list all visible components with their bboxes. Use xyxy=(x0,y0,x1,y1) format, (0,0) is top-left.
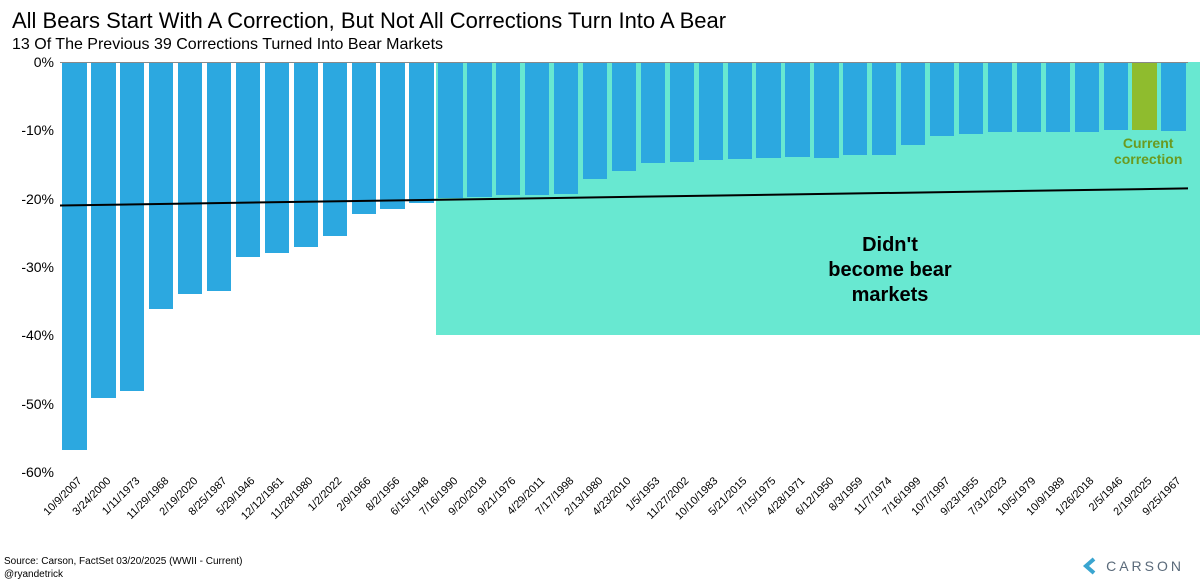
bar-slot xyxy=(89,62,118,472)
bar xyxy=(872,62,896,155)
logo-text: CARSON xyxy=(1106,558,1184,574)
y-tick-label: -40% xyxy=(0,327,54,343)
bar xyxy=(352,62,376,214)
bar-slot xyxy=(291,62,320,472)
y-tick-label: -50% xyxy=(0,396,54,412)
bar xyxy=(959,62,983,134)
bar xyxy=(178,62,202,294)
y-tick-label: -60% xyxy=(0,464,54,480)
annotation-line: Didn't xyxy=(862,234,918,256)
chart-plot-area: Didn't become bear markets Current corre… xyxy=(60,62,1188,472)
annotation-didnt-become-bear: Didn't become bear markets xyxy=(800,233,980,308)
bar xyxy=(62,62,86,450)
bar xyxy=(467,62,491,197)
bar-slot xyxy=(147,62,176,472)
bar-slot xyxy=(118,62,147,472)
bar xyxy=(149,62,173,309)
chevron-icon xyxy=(1082,557,1100,575)
bar xyxy=(699,62,723,160)
bar xyxy=(1132,62,1156,130)
annotation-current-correction: Current correction xyxy=(1108,136,1188,167)
bar xyxy=(1161,62,1185,131)
bar-slot xyxy=(60,62,89,472)
bar-slot xyxy=(523,62,552,472)
bar xyxy=(612,62,636,171)
baseline-zero xyxy=(60,62,1188,63)
annotation-line: correction xyxy=(1114,151,1182,167)
bar xyxy=(496,62,520,195)
bar xyxy=(525,62,549,195)
bar xyxy=(756,62,780,158)
bar-slot xyxy=(176,62,205,472)
bar-slot xyxy=(436,62,465,472)
bar-slot xyxy=(378,62,407,472)
bar xyxy=(670,62,694,162)
bar xyxy=(438,62,462,198)
bar-slot xyxy=(320,62,349,472)
bar-slot xyxy=(407,62,436,472)
bar-slot xyxy=(638,62,667,472)
bar-slot xyxy=(1072,62,1101,472)
bar xyxy=(988,62,1012,132)
bar-slot xyxy=(1043,62,1072,472)
bar-slot xyxy=(581,62,610,472)
bar-slot xyxy=(1159,62,1188,472)
y-axis: 0%-10%-20%-30%-40%-50%-60% xyxy=(0,62,58,472)
annotation-line: Current xyxy=(1123,135,1174,151)
source-text: Source: Carson, FactSet 03/20/2025 (WWII… xyxy=(4,555,242,568)
chart-title: All Bears Start With A Correction, But N… xyxy=(0,0,1200,34)
bar xyxy=(1017,62,1041,132)
bar-slot xyxy=(986,62,1015,472)
bar xyxy=(1104,62,1128,130)
bar xyxy=(785,62,809,157)
bar-slot xyxy=(494,62,523,472)
bar-slot xyxy=(610,62,639,472)
bar xyxy=(843,62,867,155)
bar xyxy=(641,62,665,163)
y-tick-label: -30% xyxy=(0,259,54,275)
bar-slot xyxy=(1014,62,1043,472)
bar-slot xyxy=(262,62,291,472)
bar xyxy=(1046,62,1070,132)
annotation-line: markets xyxy=(852,284,929,306)
bar-slot xyxy=(234,62,263,472)
bar xyxy=(554,62,578,194)
y-tick-label: 0% xyxy=(0,54,54,70)
chart-subtitle: 13 Of The Previous 39 Corrections Turned… xyxy=(0,34,1200,54)
y-tick-label: -20% xyxy=(0,191,54,207)
bar xyxy=(265,62,289,253)
bar xyxy=(207,62,231,291)
bar xyxy=(294,62,318,247)
bar xyxy=(380,62,404,209)
bar xyxy=(236,62,260,257)
bar-slot xyxy=(667,62,696,472)
bar xyxy=(583,62,607,179)
bar-slot xyxy=(552,62,581,472)
bar-slot xyxy=(725,62,754,472)
carson-logo: CARSON xyxy=(1082,557,1184,575)
bar xyxy=(930,62,954,136)
annotation-line: become bear xyxy=(828,259,951,281)
x-axis-labels: 10/9/20073/24/20001/11/197311/29/19682/1… xyxy=(60,475,1188,545)
twitter-handle: @ryandetrick xyxy=(4,568,242,581)
bar xyxy=(1075,62,1099,132)
bar-slot xyxy=(1130,62,1159,472)
bar xyxy=(91,62,115,398)
bar xyxy=(409,62,433,203)
bar-slot xyxy=(205,62,234,472)
bar xyxy=(901,62,925,145)
bar xyxy=(728,62,752,159)
bar xyxy=(120,62,144,391)
bar-slot xyxy=(349,62,378,472)
bar xyxy=(814,62,838,158)
bar xyxy=(323,62,347,236)
bar-slot xyxy=(754,62,783,472)
footer-source: Source: Carson, FactSet 03/20/2025 (WWII… xyxy=(4,555,242,581)
bar-slot xyxy=(696,62,725,472)
y-tick-label: -10% xyxy=(0,122,54,138)
bars-container xyxy=(60,62,1188,472)
bar-slot xyxy=(1101,62,1130,472)
bar-slot xyxy=(465,62,494,472)
